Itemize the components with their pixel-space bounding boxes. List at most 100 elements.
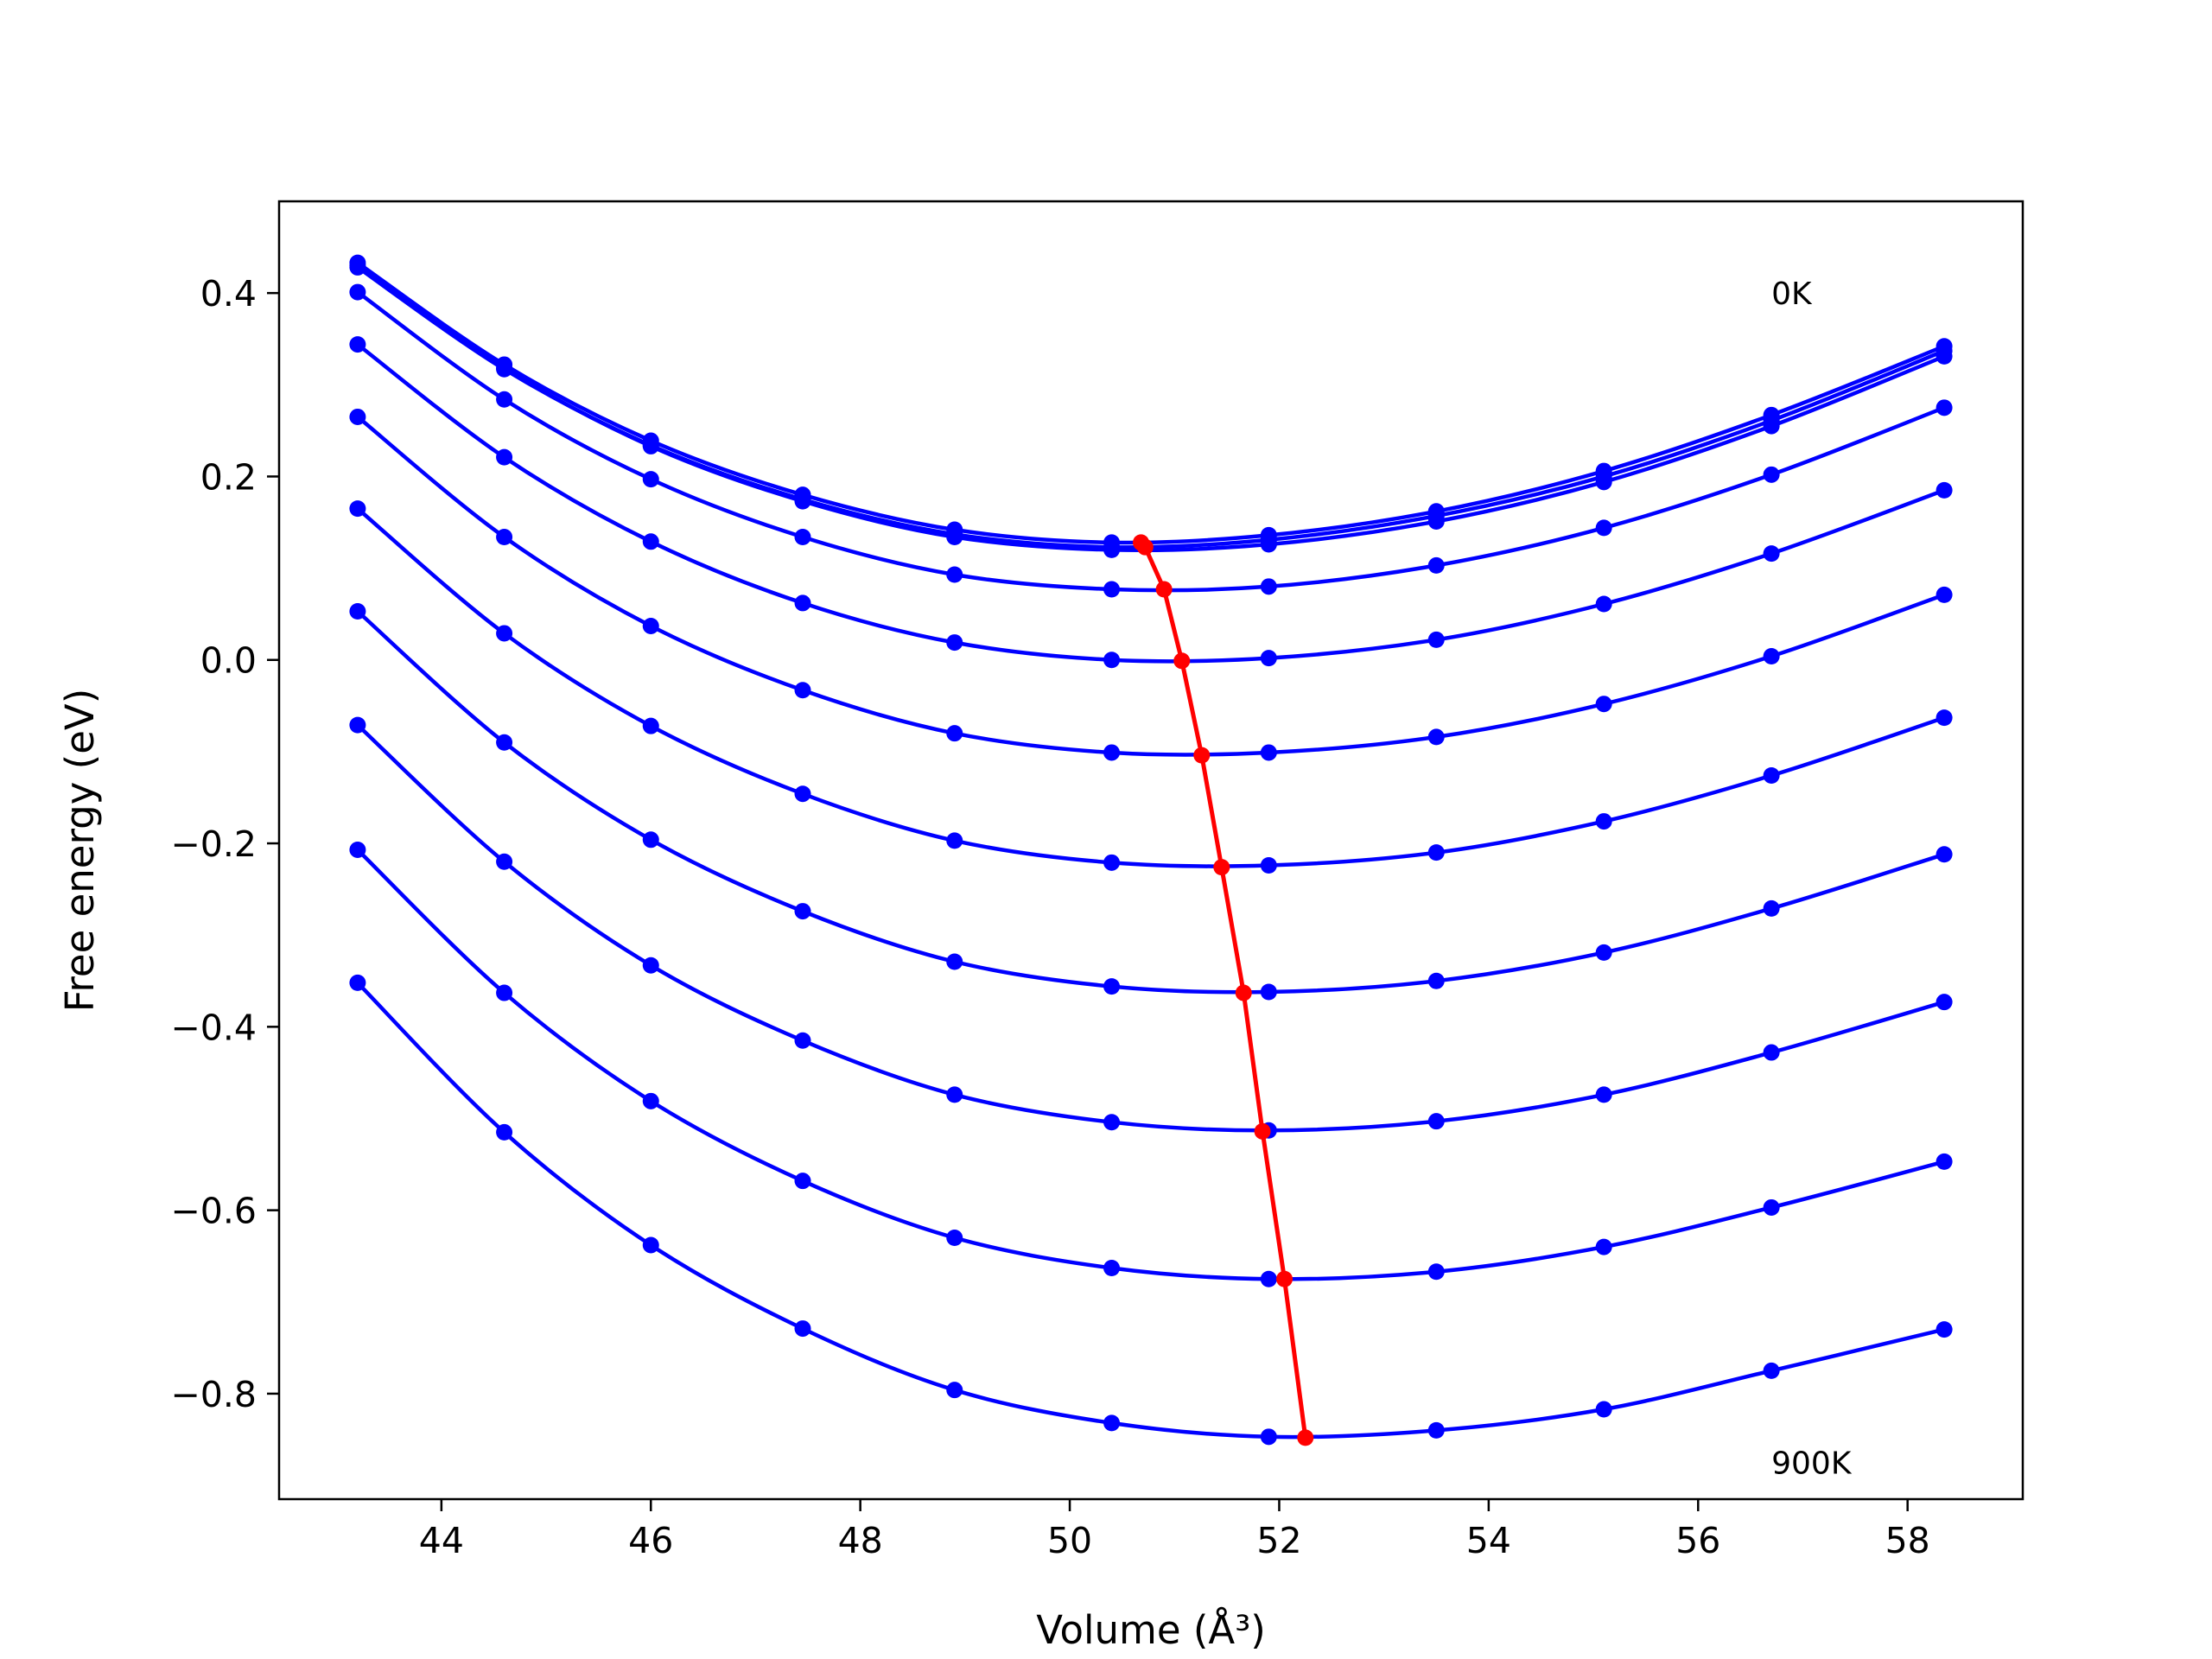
data-point: [1936, 846, 1953, 863]
data-point: [946, 1086, 963, 1103]
minima-line: [1139, 541, 1308, 1439]
x-tick-label: 48: [838, 1520, 883, 1561]
data-point: [1763, 766, 1780, 784]
series-8: [349, 602, 1953, 1001]
plot-area: [349, 254, 1953, 1446]
x-tick-label: 50: [1047, 1520, 1092, 1561]
data-point: [794, 1173, 811, 1190]
series-line: [356, 609, 1945, 995]
y-tick-label: −0.2: [170, 823, 257, 865]
data-point: [642, 533, 659, 550]
x-tick-label: 52: [1256, 1520, 1301, 1561]
data-point: [349, 257, 366, 274]
data-point: [1260, 1270, 1277, 1287]
data-point: [1260, 650, 1277, 667]
data-point: [349, 500, 366, 518]
data-point: [496, 853, 513, 870]
data-point: [1260, 578, 1277, 595]
data-point: [496, 391, 513, 408]
data-point: [1595, 1086, 1612, 1103]
y-tick-label: −0.6: [170, 1191, 257, 1232]
minimum-point: [1155, 581, 1173, 598]
data-point: [1595, 595, 1612, 613]
data-point: [1936, 1321, 1953, 1338]
minimum-point: [1254, 1122, 1271, 1140]
series-9: [349, 716, 1953, 1139]
data-point: [349, 336, 366, 353]
data-point: [642, 717, 659, 734]
data-point: [794, 1032, 811, 1049]
data-point: [1936, 586, 1953, 603]
data-point: [1103, 541, 1121, 558]
y-tick-label: −0.4: [170, 1007, 257, 1048]
minimum-point: [1136, 538, 1154, 556]
data-point: [946, 529, 963, 546]
data-point: [349, 716, 366, 734]
data-point: [349, 602, 366, 620]
data-point: [496, 625, 513, 642]
data-point: [1260, 983, 1277, 1001]
data-point: [1595, 813, 1612, 830]
data-point: [1763, 466, 1780, 483]
data-point: [1260, 1428, 1277, 1446]
minimum-point: [1193, 747, 1211, 764]
data-point: [1763, 1362, 1780, 1379]
x-axis: 44 46 48 50 52 54 56 58: [419, 1499, 1930, 1561]
series-3: [349, 257, 1953, 558]
data-point: [1936, 994, 1953, 1011]
data-point: [1936, 347, 1953, 365]
series-10: [349, 841, 1953, 1287]
data-point: [1427, 1263, 1445, 1281]
data-point: [496, 1123, 513, 1141]
x-tick-label: 58: [1885, 1520, 1930, 1561]
data-point: [642, 1236, 659, 1254]
x-tick-label: 46: [628, 1520, 673, 1561]
data-point: [946, 634, 963, 652]
data-point: [1260, 744, 1277, 761]
data-point: [794, 785, 811, 803]
data-point: [642, 1092, 659, 1109]
data-point: [1936, 709, 1953, 727]
data-point: [1595, 1238, 1612, 1255]
data-point: [946, 1229, 963, 1246]
data-point: [349, 841, 366, 858]
data-point: [1595, 474, 1612, 491]
series-line: [356, 848, 1945, 1281]
data-point: [1103, 1114, 1121, 1131]
data-point: [794, 493, 811, 510]
data-point: [946, 1382, 963, 1399]
annotation-label: 0K: [1771, 276, 1813, 312]
series-5: [349, 336, 1953, 669]
data-point: [349, 974, 366, 991]
data-point: [1260, 857, 1277, 874]
series-line: [356, 261, 1945, 545]
y-axis-label: Free energy (eV): [57, 689, 103, 1012]
data-point: [642, 831, 659, 849]
series-6: [349, 408, 1953, 761]
plot-frame: [277, 200, 2024, 1501]
data-point: [794, 903, 811, 920]
data-point: [642, 617, 659, 634]
data-point: [496, 984, 513, 1001]
data-point: [946, 953, 963, 970]
x-tick-label: 44: [419, 1520, 464, 1561]
data-point: [496, 448, 513, 466]
data-point: [1763, 417, 1780, 435]
series-11: [349, 974, 1953, 1446]
data-point: [1427, 728, 1445, 746]
data-point: [1763, 1198, 1780, 1216]
x-axis-label: Volume (Å³): [1036, 1607, 1266, 1653]
data-point: [1427, 556, 1445, 574]
data-point: [1763, 647, 1780, 664]
series-line: [356, 265, 1945, 550]
x-tick-label: 54: [1466, 1520, 1511, 1561]
series-4: [349, 283, 1953, 598]
data-point: [1936, 1153, 1953, 1170]
data-point: [1595, 519, 1612, 537]
data-point: [1936, 399, 1953, 416]
data-point: [496, 734, 513, 751]
series-line: [356, 415, 1945, 757]
data-point: [794, 682, 811, 699]
data-point: [1103, 744, 1121, 761]
minimum-point: [1276, 1270, 1294, 1287]
